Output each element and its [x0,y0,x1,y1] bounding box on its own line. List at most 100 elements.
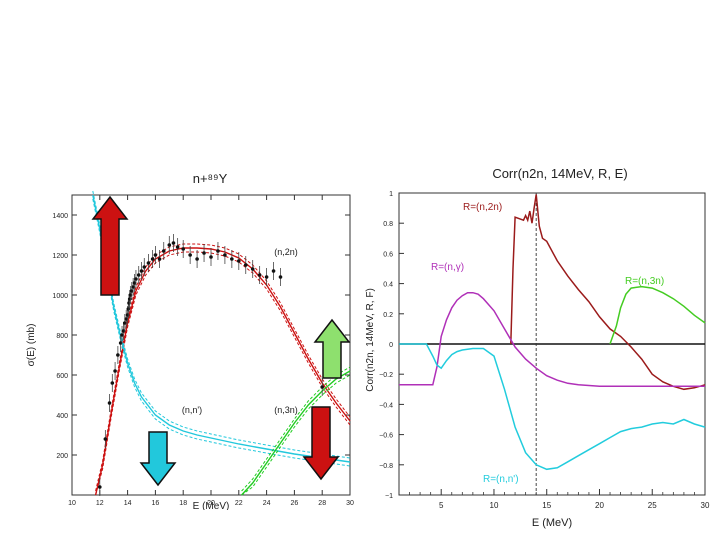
point-marker [118,341,123,345]
x-tick-label: 10 [68,500,76,507]
point-marker [243,263,248,267]
point-marker [120,333,124,337]
arrow-up [313,318,351,379]
x-tick-label: 10 [490,501,499,510]
data-point [103,430,108,448]
point-marker [129,289,134,293]
data-point [116,346,120,364]
data-point [271,262,276,280]
series-2-line [399,291,705,388]
point-marker [121,329,126,333]
x-tick-label: 5 [439,501,444,510]
point-marker [209,255,213,259]
data-point [98,478,102,496]
data-point [146,254,151,272]
data-point [132,274,137,292]
data-point [195,250,199,268]
series-4-line [399,343,706,471]
data-point [123,314,127,332]
point-marker [139,269,144,273]
point-marker [131,285,135,289]
chart-2-xlabel: E (MeV) [532,517,572,529]
data-point [230,250,234,268]
x-tick-label: 15 [542,501,551,510]
data-point [136,266,141,284]
arrow-down [302,406,340,481]
series-label: R=(n,2n) [463,202,502,213]
annotation-label: (n,n') [182,405,202,415]
series-label: R=(n,n') [483,474,519,485]
x-tick-label: 24 [263,500,271,507]
point-marker [157,257,162,261]
series-1-line [510,194,706,391]
chart-2-title: Corr(n2n, 14MeV, R, E) [492,166,627,181]
y-tick-label: −0.2 [379,372,393,379]
point-marker [98,485,102,489]
data-point [139,262,144,280]
y-tick-label: 0.6 [383,251,393,258]
y-tick-label: −1 [385,493,393,500]
series-line [92,194,351,463]
data-point [153,246,158,264]
point-marker [257,273,262,277]
data-point [167,236,172,254]
point-marker [195,257,199,261]
data-point [121,322,126,340]
point-marker [171,241,176,245]
point-marker [134,277,138,281]
data-point [150,250,155,268]
point-marker [103,437,108,441]
data-point [175,238,180,256]
data-point [161,242,166,260]
annotation-label: (n,3n) [274,405,298,415]
point-marker [188,253,192,257]
x-tick-label: 20 [595,501,604,510]
point-marker [110,381,115,385]
point-marker [123,321,127,325]
point-marker [175,245,180,249]
data-point [278,268,283,286]
x-tick-label: 25 [648,501,657,510]
chart-1-ylabel: σ(E) (mb) [26,324,37,367]
chart-2-ylabel: Corr(n2n, 14MeV, R, F) [365,288,376,392]
point-marker [250,267,255,271]
x-tick-label: 22 [235,500,243,507]
data-point [250,260,255,278]
point-marker [153,253,158,257]
point-marker [142,265,147,269]
data-point [209,248,213,266]
x-tick-label: 16 [152,500,160,507]
series-band [92,190,351,459]
y-tick-label: 0 [389,342,393,349]
data-point [181,240,185,258]
point-marker [136,273,141,277]
data-point [124,310,129,328]
series-band [92,198,351,467]
chart-1-title: n+⁸⁹Y [193,171,228,186]
point-marker [127,297,132,301]
series-3 [241,366,351,496]
series-band [241,374,351,496]
data-point [237,252,241,270]
x-tick-label: 26 [291,500,299,507]
data-point [320,378,325,396]
point-marker [146,261,151,265]
data-point [202,244,206,262]
x-tick-label: 18 [179,500,187,507]
point-marker [161,249,166,253]
series-band [241,366,351,492]
point-marker [216,249,220,253]
chart-1-svg: n+⁸⁹Y 10 12 14 16 18 20 22 24 26 28 30 200 400 600 800 1… [26,171,354,512]
data-point [129,282,134,300]
data-point [134,270,138,288]
chart-2-svg: Corr(n2n, 14MeV, R, E) 5 10 15 20 25 30 1 0.8 0.6… [365,166,710,529]
y-tick-label: 400 [56,413,68,420]
series-label: R=(n,3n) [625,276,664,287]
y-tick-label: −0.4 [379,402,393,409]
y-tick-label: 600 [56,373,68,380]
data-point [188,246,192,264]
data-point [107,394,112,412]
point-marker [113,369,117,373]
x-tick-label: 12 [96,500,104,507]
data-point [157,250,162,268]
